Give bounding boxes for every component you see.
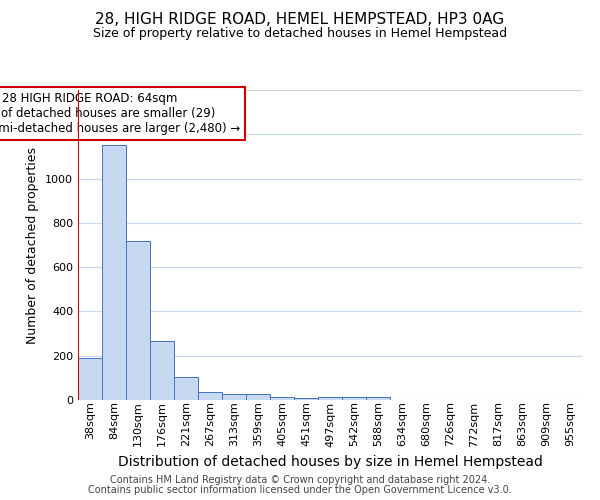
Bar [294,398,318,400]
Bar [270,398,294,400]
X-axis label: Distribution of detached houses by size in Hemel Hempstead: Distribution of detached houses by size … [118,455,542,469]
Bar [246,394,270,400]
Bar [222,394,246,400]
Bar [174,377,198,400]
Text: Contains HM Land Registry data © Crown copyright and database right 2024.: Contains HM Land Registry data © Crown c… [110,475,490,485]
Bar [198,392,222,400]
Bar [342,398,366,400]
Bar [150,342,174,400]
Bar [366,398,390,400]
Bar [126,240,150,400]
Text: 28 HIGH RIDGE ROAD: 64sqm
← 1% of detached houses are smaller (29)
99% of semi-d: 28 HIGH RIDGE ROAD: 64sqm ← 1% of detach… [0,92,240,135]
Bar [78,358,102,400]
Text: Contains public sector information licensed under the Open Government Licence v3: Contains public sector information licen… [88,485,512,495]
Bar [102,146,126,400]
Text: Size of property relative to detached houses in Hemel Hempstead: Size of property relative to detached ho… [93,28,507,40]
Text: 28, HIGH RIDGE ROAD, HEMEL HEMPSTEAD, HP3 0AG: 28, HIGH RIDGE ROAD, HEMEL HEMPSTEAD, HP… [95,12,505,28]
Y-axis label: Number of detached properties: Number of detached properties [26,146,40,344]
Bar [318,398,342,400]
